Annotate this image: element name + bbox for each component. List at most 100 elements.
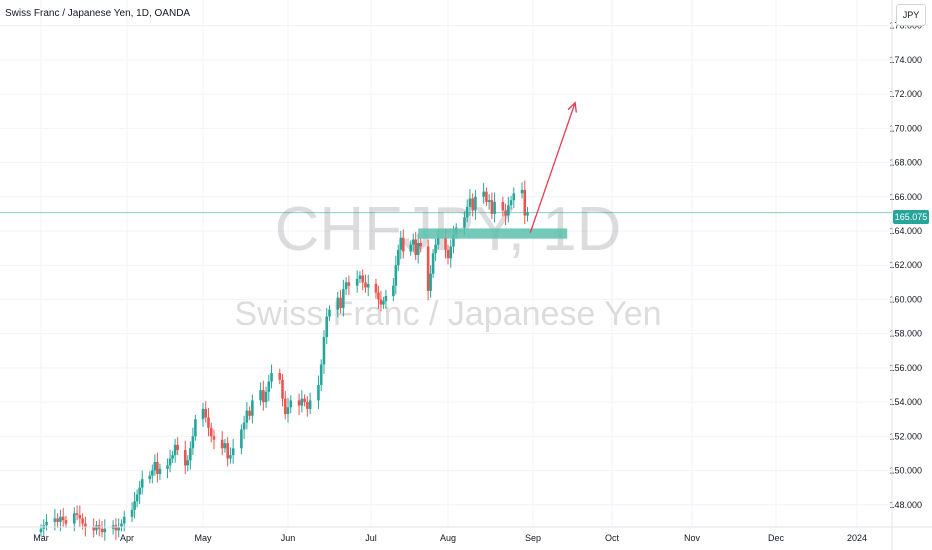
candle-body xyxy=(366,284,370,288)
candle-body xyxy=(397,249,400,266)
candle-body xyxy=(78,515,82,519)
candle-body xyxy=(336,297,340,310)
candle-body xyxy=(281,379,284,399)
price-tick-label: 148.000 xyxy=(889,500,922,510)
candle-body xyxy=(231,448,235,456)
candle-body xyxy=(434,244,437,254)
candle-body xyxy=(138,487,141,495)
candle-body xyxy=(300,398,304,406)
candle-body xyxy=(414,239,418,255)
watermark-name: Swiss Franc / Japanese Yen xyxy=(234,295,661,333)
candle-body xyxy=(308,400,312,409)
candle-body xyxy=(322,337,326,365)
time-axis: Mar Apr May Jun Jul Aug Sep Oct Nov Dec 2024 xyxy=(0,526,932,543)
candle-body xyxy=(364,282,367,288)
candle-body xyxy=(251,400,254,416)
candlestick-series xyxy=(39,180,529,541)
candle-body xyxy=(53,518,57,522)
candle-body xyxy=(526,212,529,216)
candle-body xyxy=(382,301,385,305)
candle-body xyxy=(507,205,510,216)
candle-body xyxy=(471,198,474,211)
price-tick-label: 156.000 xyxy=(889,363,922,373)
candle-body xyxy=(176,444,179,451)
time-tick-label: Jun xyxy=(281,533,296,543)
candle-body xyxy=(148,475,152,480)
chart-grid xyxy=(0,0,892,527)
candle-body xyxy=(394,265,398,286)
candle-body xyxy=(130,509,134,517)
candle-body xyxy=(100,528,104,533)
candle-body xyxy=(463,217,466,228)
price-tick-label: 150.000 xyxy=(889,466,922,476)
candle-body xyxy=(358,275,362,279)
projection-arrow-line xyxy=(529,102,576,233)
candle-body xyxy=(245,410,249,423)
candle-body xyxy=(289,400,293,408)
candle-body xyxy=(45,521,48,526)
candle-body xyxy=(191,436,195,449)
price-tick-label: 166.000 xyxy=(889,192,922,202)
candle-body xyxy=(303,398,306,403)
candle-body xyxy=(431,253,435,274)
candle-body xyxy=(259,390,262,401)
time-tick-label: Mar xyxy=(33,533,49,543)
candle-body xyxy=(84,523,87,527)
candle-body xyxy=(523,189,527,216)
price-axis: 148.000 150.000 152.000 154.000 156.000 158.0… xyxy=(889,0,922,550)
candle-body xyxy=(56,518,59,522)
candle-body xyxy=(103,528,107,533)
candle-body xyxy=(194,419,197,437)
candle-body xyxy=(59,516,62,522)
candle-body xyxy=(374,284,378,293)
currency-selector[interactable]: JPY xyxy=(896,4,926,26)
candle-body xyxy=(151,470,154,476)
candle-body xyxy=(339,297,342,308)
time-tick-label: Nov xyxy=(684,533,701,543)
candle-body xyxy=(325,316,329,338)
candle-body xyxy=(117,527,120,531)
candle-body xyxy=(355,278,359,286)
price-tick-label: 162.000 xyxy=(889,260,922,270)
candle-body xyxy=(520,189,524,194)
candle-body xyxy=(409,244,413,252)
candle-body xyxy=(267,381,271,392)
candle-body xyxy=(95,525,98,531)
candle-body xyxy=(319,364,323,385)
time-tick-label: Sep xyxy=(525,533,541,543)
price-tick-label: 152.000 xyxy=(889,431,922,441)
candle-body xyxy=(449,246,453,259)
candle-body xyxy=(487,200,491,202)
candle-body xyxy=(490,200,494,214)
candle-body xyxy=(468,198,472,208)
candle-body xyxy=(120,523,123,527)
candle-body xyxy=(201,408,205,420)
candle-body xyxy=(122,516,126,524)
candle-body xyxy=(248,410,251,416)
candle-body xyxy=(446,249,450,259)
price-tick-label: 168.000 xyxy=(889,158,922,168)
candle-body xyxy=(212,436,216,440)
candle-body xyxy=(264,391,268,403)
candle-body xyxy=(114,525,118,531)
candle-body xyxy=(411,239,415,245)
candle-body xyxy=(474,196,477,211)
candle-body xyxy=(401,237,405,252)
candle-body xyxy=(429,273,432,291)
candle-body xyxy=(509,200,513,206)
candle-body xyxy=(156,461,159,474)
drawing-overlays xyxy=(418,101,577,239)
candle-body xyxy=(207,417,210,428)
candle-body xyxy=(209,427,213,437)
candle-body xyxy=(392,285,395,297)
candle-body xyxy=(384,296,388,302)
candle-body xyxy=(168,458,172,466)
price-tick-label: 154.000 xyxy=(889,397,922,407)
price-tick-label: 160.000 xyxy=(889,294,922,304)
candle-body xyxy=(436,237,440,245)
candle-body xyxy=(39,528,43,533)
candle-body xyxy=(361,275,364,283)
candle-body xyxy=(419,242,422,247)
candle-body xyxy=(75,513,79,516)
